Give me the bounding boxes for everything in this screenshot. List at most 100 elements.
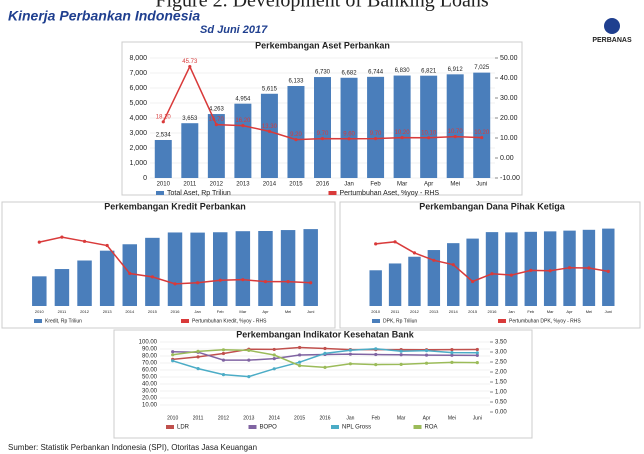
y-tick-label: 50.00 — [142, 375, 158, 381]
legend-swatch — [331, 425, 339, 429]
point — [393, 240, 397, 244]
x-tick-label: Apr — [262, 309, 269, 314]
x-tick-label: Jan — [194, 309, 200, 314]
legend-label: DPK, Rp Triliun — [383, 318, 417, 324]
point — [424, 361, 429, 365]
bar-label: 3,653 — [182, 116, 198, 122]
bar — [367, 76, 385, 178]
x-tick-label: Mei — [285, 309, 292, 314]
x-tick-label: Jan — [508, 309, 514, 314]
x-tick-label: 2010 — [167, 415, 178, 421]
bar — [154, 139, 172, 178]
point-label: 16.20 — [235, 118, 251, 124]
x-tick-label: Mar — [239, 309, 247, 314]
y2-tick-label: 1.00 — [495, 390, 507, 396]
y2-tick-label: 0.00 — [500, 155, 514, 162]
x-tick-label: 2013 — [429, 309, 439, 314]
bar — [54, 269, 70, 306]
y-tick-label: 5,000 — [129, 100, 147, 107]
legend-swatch — [413, 425, 422, 429]
bar — [473, 72, 491, 178]
point — [373, 137, 378, 141]
x-tick-label: 2012 — [210, 182, 224, 188]
legend-swatch — [498, 319, 506, 323]
point — [221, 358, 226, 362]
x-tick-label: Juni — [476, 182, 487, 188]
x-tick-label: 2010 — [157, 182, 171, 188]
bar — [212, 232, 228, 306]
legend-swatch — [328, 191, 337, 195]
bar — [181, 123, 199, 178]
bar — [145, 237, 160, 306]
point-label: 10.10 — [421, 130, 437, 136]
x-tick-label: Mei — [450, 182, 460, 188]
x-tick-label: 2015 — [468, 309, 478, 314]
point — [214, 123, 218, 127]
chart-title: Perkembangan Aset Perbankan — [255, 40, 390, 50]
bar — [543, 231, 557, 306]
legend-label: ROA — [425, 425, 438, 431]
point — [475, 351, 479, 355]
point — [424, 353, 429, 357]
bar — [207, 114, 225, 178]
y-tick-label: 30.00 — [142, 389, 158, 395]
bar — [99, 250, 115, 306]
point — [171, 350, 175, 354]
source-note: Sumber: Statistik Perbankan Indonesia (S… — [8, 443, 257, 452]
x-tick-label: 2014 — [263, 182, 277, 188]
bar — [77, 260, 92, 306]
bar — [122, 244, 138, 306]
y-tick-label: 100.00 — [139, 340, 158, 346]
point — [37, 240, 41, 244]
bar — [340, 77, 358, 178]
x-tick-label: Jan — [344, 182, 354, 188]
y-tick-label: 40.00 — [142, 382, 158, 388]
y-tick-label: 7,000 — [129, 70, 147, 77]
point — [450, 348, 454, 352]
point — [400, 136, 404, 140]
x-tick-label: 2014 — [125, 309, 135, 314]
legend-label: Kredit, Rp Triliun — [45, 318, 82, 324]
bar-label: 6,133 — [288, 79, 304, 85]
bar-label: 4,263 — [209, 107, 225, 113]
x-tick-label: Mar — [397, 182, 407, 188]
point — [188, 64, 192, 69]
point — [267, 129, 272, 133]
bar — [235, 231, 251, 306]
point — [247, 375, 251, 379]
point — [399, 349, 403, 353]
legend-swatch — [166, 425, 174, 429]
point — [475, 347, 479, 352]
x-tick-label: Apr — [423, 415, 431, 421]
point — [241, 278, 245, 282]
bar-label: 5,615 — [262, 86, 278, 92]
point — [450, 353, 454, 357]
bar-label: 6,730 — [315, 70, 331, 76]
point-label: 45.73 — [182, 59, 198, 65]
point — [480, 136, 484, 140]
y2-tick-label: 20.00 — [500, 115, 518, 122]
point — [272, 347, 276, 352]
point-label: 13.30 — [262, 124, 278, 130]
point — [128, 271, 132, 276]
y2-tick-label: 40.00 — [500, 75, 518, 82]
bar — [408, 256, 421, 306]
point — [272, 356, 276, 361]
point — [323, 346, 327, 351]
x-tick-label: 2010 — [371, 309, 381, 314]
point — [247, 348, 251, 352]
bar — [258, 231, 273, 306]
y2-tick-label: 0.00 — [495, 410, 507, 416]
chart-title: Perkembangan Indikator Kesehatan Bank — [236, 329, 415, 339]
point — [348, 352, 352, 356]
y-tick-label: 2,000 — [129, 145, 147, 152]
y-tick-label: 4,000 — [129, 115, 147, 122]
point — [320, 137, 325, 141]
y-tick-label: 60.00 — [142, 368, 158, 374]
point — [399, 353, 403, 357]
point — [548, 269, 552, 273]
bar — [388, 263, 402, 306]
x-tick-label: 2011 — [58, 309, 67, 314]
legend-swatch — [372, 319, 380, 323]
x-tick-label: Feb — [527, 309, 535, 314]
